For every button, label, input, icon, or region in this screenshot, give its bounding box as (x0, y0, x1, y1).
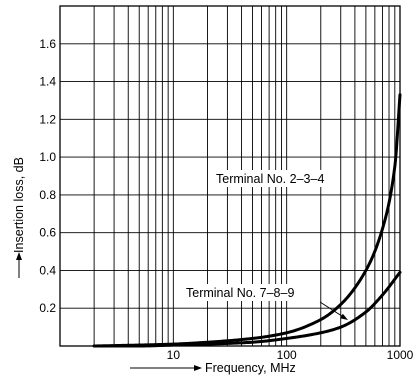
annotation-terminal-2-3-4: Terminal No. 2–3–4 (216, 172, 324, 186)
x-tick-label: 100 (277, 348, 297, 362)
annotation-arrowhead-7-8-9 (340, 313, 348, 320)
tick-labels: 0.2 0.4 0.6 0.8 1.0 1.2 1.4 1.6 10 100 1000 (39, 37, 413, 362)
y-tick-label: 0.4 (39, 263, 56, 277)
x-tick-label: 1000 (387, 348, 414, 362)
annotation-bg-7-8-9 (182, 284, 304, 301)
plot-frame (59, 5, 401, 347)
y-axis-label: Insertion loss, dB (12, 157, 26, 253)
y-tick-label: 1.0 (39, 150, 56, 164)
annotation-leader-7-8-9 (319, 301, 346, 319)
y-axis-arrow-head (16, 252, 22, 260)
x-axis-label: Frequency, MHz (205, 361, 296, 375)
series-line-2 (92, 270, 402, 348)
y-tick-label: 0.6 (39, 226, 56, 240)
y-tick-label: 1.2 (39, 112, 56, 126)
y-tick-label: 0.2 (39, 301, 56, 315)
annotation-bg-2-3-4 (212, 170, 334, 187)
annotation-terminal-7-8-9: Terminal No. 7–8–9 (186, 286, 294, 300)
y-tick-label: 0.8 (39, 188, 56, 202)
y-tick-label: 1.4 (39, 75, 56, 89)
x-axis-arrow-head (194, 365, 202, 371)
x-tick-label: 10 (167, 348, 181, 362)
y-tick-label: 1.6 (39, 37, 56, 51)
